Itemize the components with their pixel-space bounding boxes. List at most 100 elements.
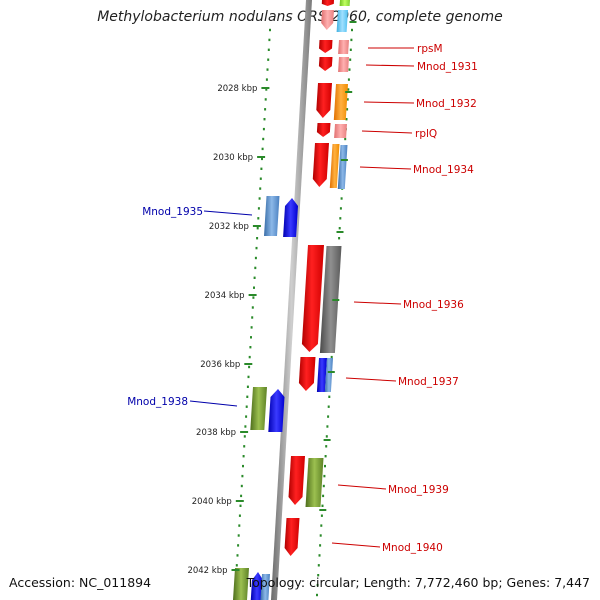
gene-block[interactable] (324, 358, 333, 392)
outer-dot (326, 425, 329, 428)
inner-dot (253, 276, 256, 279)
gene-block[interactable] (316, 358, 327, 392)
inner-dot (262, 127, 265, 131)
inner-dot (267, 58, 270, 61)
gene-block-mnod-1935[interactable] (264, 196, 280, 236)
gene-arrow-mnod-1937[interactable] (298, 357, 316, 391)
inner-dot (259, 177, 262, 180)
gene-arrow-mnod-1935[interactable] (283, 198, 298, 237)
outer-dot (346, 108, 349, 111)
leader-line-mnod-1939 (337, 484, 387, 490)
gene-label-mnod-1936[interactable]: Mnod_1936 (403, 299, 464, 311)
gene-block[interactable] (333, 84, 348, 120)
gene-arrow-rplq[interactable] (316, 123, 331, 137)
outer-dot (340, 197, 343, 200)
leader-line-mnod-1935 (203, 210, 253, 216)
gene-label-mnod-1938[interactable]: Mnod_1938 (127, 396, 188, 408)
gene-block[interactable] (329, 144, 340, 188)
gene-arrow-mnod-1934[interactable] (312, 143, 329, 187)
inner-dot (261, 157, 263, 161)
gene-arrow[interactable] (321, 10, 334, 30)
axis-tick-label: 2040 kbp (192, 497, 232, 507)
inner-dot (268, 38, 271, 42)
inner-dot (263, 118, 266, 121)
outer-dot (317, 574, 320, 577)
gene-block[interactable] (338, 57, 349, 72)
gene-block[interactable] (260, 574, 270, 600)
outer-dot (349, 58, 352, 61)
inner-dot (254, 266, 257, 270)
outer-dot (320, 514, 323, 517)
inner-dot (250, 336, 252, 339)
inner-dot (240, 484, 243, 488)
inner-dot (256, 227, 259, 230)
genome-backbone (271, 0, 312, 600)
outer-dot (338, 227, 341, 230)
gene-label-mnod-1935[interactable]: Mnod_1935 (142, 206, 203, 218)
inner-dot (241, 474, 244, 478)
inner-dot (248, 365, 251, 369)
gene-label-rpsm[interactable]: rpsM (417, 43, 443, 55)
gene-label-mnod-1931[interactable]: Mnod_1931 (417, 61, 478, 73)
outer-dot (317, 564, 320, 567)
outer-dot (328, 395, 331, 398)
gene-block[interactable] (338, 40, 349, 54)
leader-line-mnod-1937 (345, 377, 397, 382)
outer-dot (347, 78, 350, 81)
inner-dot (264, 108, 267, 111)
gene-block[interactable] (319, 246, 342, 353)
gene-block[interactable] (339, 0, 350, 6)
inner-dot (238, 524, 241, 527)
outer-dot (323, 474, 326, 478)
gene-arrow-mnod-1931[interactable] (318, 57, 333, 71)
inner-dot (248, 355, 251, 359)
outer-dot (319, 534, 322, 537)
inner-dot (257, 207, 260, 210)
inner-dot (245, 415, 248, 418)
gene-arrow-mnod-1940[interactable] (284, 518, 300, 556)
gene-arrow-mnod-1939[interactable] (288, 456, 306, 505)
inner-dot (252, 296, 255, 299)
inner-dot (239, 504, 242, 507)
gene-block[interactable] (336, 10, 348, 32)
outer-dot (346, 98, 349, 101)
gene-arrow[interactable] (321, 0, 334, 6)
gene-block[interactable] (233, 568, 249, 600)
inner-dot (266, 68, 269, 71)
inner-dot (264, 98, 267, 101)
axis-tick-label: 2030 kbp (213, 153, 253, 163)
gene-label-mnod-1939[interactable]: Mnod_1939 (388, 484, 449, 496)
gene-label-mnod-1940[interactable]: Mnod_1940 (382, 542, 443, 554)
outer-dot (344, 137, 347, 141)
outer-dot (345, 118, 348, 121)
gene-arrow-rpsm[interactable] (319, 40, 333, 53)
gene-label-rplq[interactable]: rplQ (415, 128, 437, 140)
inner-dot (235, 564, 238, 567)
outer-dot (316, 593, 318, 597)
gene-arrow-mnod-1938[interactable] (268, 389, 285, 432)
gene-label-mnod-1937[interactable]: Mnod_1937 (398, 376, 459, 388)
accession-text: Accession: NC_011894 (9, 575, 152, 590)
inner-dot (246, 395, 249, 398)
inner-dot (249, 346, 252, 349)
gene-arrow-mnod-1936[interactable] (301, 245, 324, 352)
gene-arrow[interactable] (250, 572, 263, 600)
outer-dot (316, 583, 319, 587)
gene-block[interactable] (337, 145, 348, 189)
inner-dot (259, 187, 262, 190)
inner-dot (243, 435, 246, 438)
gene-block[interactable] (334, 124, 347, 138)
leader-line-mnod-1932 (363, 101, 415, 104)
gene-block-mnod-1938[interactable] (250, 387, 267, 430)
gene-label-mnod-1934[interactable]: Mnod_1934 (413, 164, 474, 176)
inner-dot (258, 197, 261, 200)
gene-label-mnod-1932[interactable]: Mnod_1932 (416, 98, 477, 110)
gene-features (233, 0, 350, 600)
axis-tick-label: 2036 kbp (200, 360, 240, 370)
inner-dot (246, 385, 249, 388)
gene-arrow-mnod-1932[interactable] (316, 83, 332, 118)
inner-dot (251, 306, 254, 309)
inner-dot (237, 534, 240, 537)
outer-dot (322, 494, 325, 498)
gene-block[interactable] (305, 458, 324, 507)
